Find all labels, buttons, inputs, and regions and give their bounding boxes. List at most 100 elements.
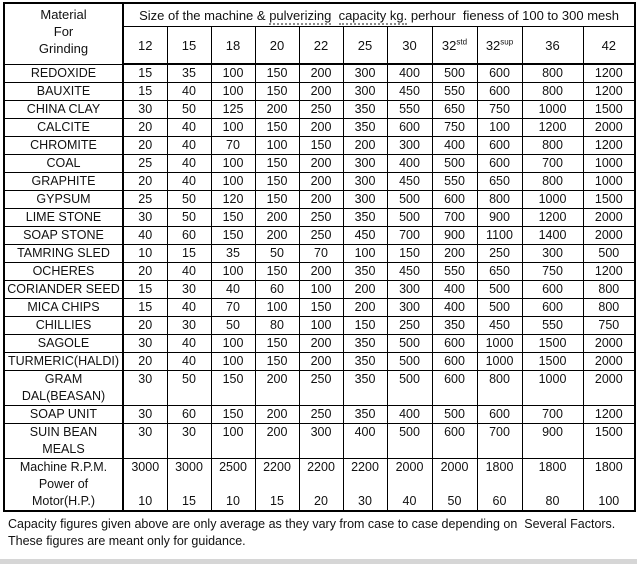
capacity-value-cell: 150: [210, 208, 256, 227]
capacity-value-cell: 2000: [582, 208, 636, 227]
hp-value: 50: [447, 494, 462, 508]
capacity-value-cell: 200: [342, 280, 388, 299]
capacity-value-cell: 350: [342, 118, 388, 137]
capacity-value-cell: 35: [210, 244, 256, 263]
capacity-value-cell: 1200: [582, 136, 636, 155]
machine-value-wrap: 2200 20: [300, 459, 342, 510]
table-row: SOAP STONE 40 60 150 200 250 450 700 900 1100 1400…: [3, 226, 636, 245]
hp-value: 100: [598, 494, 620, 508]
capacity-value-cell: 600: [431, 190, 478, 209]
material-line: SUIN BEAN: [29, 425, 98, 439]
capacity-value-cell: 100: [210, 63, 256, 83]
hp-value: 30: [358, 494, 372, 508]
size-col-header: 36: [521, 26, 584, 65]
hp-value: 80: [545, 494, 560, 508]
capacity-value-cell: 800: [582, 280, 636, 299]
rpm-value: 2200: [263, 460, 291, 474]
material-line: TAMRING SLED: [17, 246, 110, 260]
capacity-value-cell: 550: [386, 100, 433, 119]
material-line: GRAPHITE: [31, 174, 96, 188]
material-line: CHROMITE: [30, 138, 97, 152]
capacity-value-cell: 70: [210, 136, 256, 155]
material-cell: REDOXIDE: [3, 63, 124, 83]
material-line: OCHERES: [32, 264, 95, 278]
machine-value-wrap: 2500 10: [212, 459, 254, 510]
capacity-value-cell: 100: [298, 280, 344, 299]
hp-value: 15: [182, 494, 196, 508]
size-col-header: 12: [122, 26, 168, 65]
capacity-value-cell: 30: [166, 280, 212, 299]
material-header-line: For: [53, 24, 74, 39]
capacity-value-cell: 150: [386, 244, 433, 263]
capacity-value-cell: 40: [166, 172, 212, 191]
table-row: CORIANDER SEED 15 30 40 60 100 200 300 400 500 600…: [3, 280, 636, 299]
capacity-value-cell: 600: [476, 154, 523, 173]
capacity-value-cell: 20: [122, 262, 168, 281]
capacity-value-cell: 350: [342, 100, 388, 119]
material-line: CORIANDER SEED: [7, 282, 120, 296]
capacity-value-cell: 30: [122, 208, 168, 227]
capacity-value-cell: 150: [298, 298, 344, 317]
table-row: TURMERIC(HALDI) 20 40 100 150 200 350 500 600 100…: [3, 352, 636, 371]
capacity-value-cell: 200: [254, 370, 300, 406]
machine-value-cell: 3000 10: [122, 458, 168, 512]
capacity-value-cell: 700: [386, 226, 433, 245]
table-row: SOAP UNIT 30 60 150 200 250 350 400 500 600 700 120…: [3, 405, 636, 424]
capacity-value-cell: 1500: [582, 100, 636, 119]
capacity-value-cell: 200: [298, 154, 344, 173]
capacity-value-cell: 200: [298, 190, 344, 209]
capacity-value-cell: 100: [210, 172, 256, 191]
table-row: MICA CHIPS 15 40 70 100 150 200 300 400 500 600 800: [3, 298, 636, 317]
machine-value-cell: 1800 60: [476, 458, 523, 512]
capacity-value-cell: 1200: [582, 82, 636, 101]
capacity-value-cell: 200: [298, 63, 344, 83]
capacity-value-cell: 700: [476, 423, 523, 459]
capacity-value-cell: 600: [476, 82, 523, 101]
capacity-value-cell: 70: [298, 244, 344, 263]
capacity-value-cell: 40: [166, 298, 212, 317]
capacity-value-cell: 500: [386, 190, 433, 209]
capacity-value-cell: 200: [298, 118, 344, 137]
machine-value-wrap: 3000 15: [168, 459, 210, 510]
capacity-value-cell: 600: [476, 136, 523, 155]
capacity-value-cell: 300: [342, 172, 388, 191]
capacity-value-cell: 200: [298, 82, 344, 101]
capacity-value-cell: 125: [210, 100, 256, 119]
machine-label-cell: Machine R.P.M. Power of Motor(H.P.): [3, 458, 124, 512]
capacity-value-cell: 500: [386, 352, 433, 371]
capacity-value-cell: 350: [342, 352, 388, 371]
size-col-header: 22: [298, 26, 344, 65]
capacity-value-cell: 200: [254, 405, 300, 424]
material-line: LIME STONE: [25, 210, 102, 224]
capacity-value-cell: 500: [431, 405, 478, 424]
capacity-value-cell: 800: [521, 82, 584, 101]
capacity-value-cell: 450: [342, 226, 388, 245]
capacity-value-cell: 20: [122, 352, 168, 371]
capacity-value-cell: 2000: [582, 118, 636, 137]
capacity-value-cell: 50: [166, 190, 212, 209]
rpm-value: 3000: [131, 460, 160, 474]
capacity-value-cell: 150: [210, 370, 256, 406]
material-cell: CALCITE: [3, 118, 124, 137]
capacity-value-cell: 300: [386, 298, 433, 317]
capacity-value-cell: 100: [210, 262, 256, 281]
capacity-value-cell: 200: [342, 136, 388, 155]
capacity-value-cell: 1000: [582, 172, 636, 191]
capacity-value-cell: 30: [122, 423, 168, 459]
capacity-value-cell: 1000: [582, 154, 636, 173]
capacity-value-cell: 40: [166, 262, 212, 281]
capacity-value-cell: 400: [386, 63, 433, 83]
table-header: Material For Grinding Size of the machin…: [3, 2, 636, 65]
size-col-header: 32sup: [476, 26, 523, 65]
capacity-value-cell: 20: [122, 118, 168, 137]
table-row: GYPSUM 25 50 120 150 200 300 500 600 800 1000 1500: [3, 190, 636, 209]
material-cell: MICA CHIPS: [3, 298, 124, 317]
machine-value-cell: 1800 100: [582, 458, 636, 512]
machine-value-cell: 2200 20: [298, 458, 344, 512]
capacity-value-cell: 800: [521, 172, 584, 191]
capacity-value-cell: 200: [298, 262, 344, 281]
table-row: SUIN BEAN MEALS 30 30 100 200 300 400 500 600 700 9…: [3, 423, 636, 459]
capacity-value-cell: 300: [521, 244, 584, 263]
material-cell: GRAPHITE: [3, 172, 124, 191]
